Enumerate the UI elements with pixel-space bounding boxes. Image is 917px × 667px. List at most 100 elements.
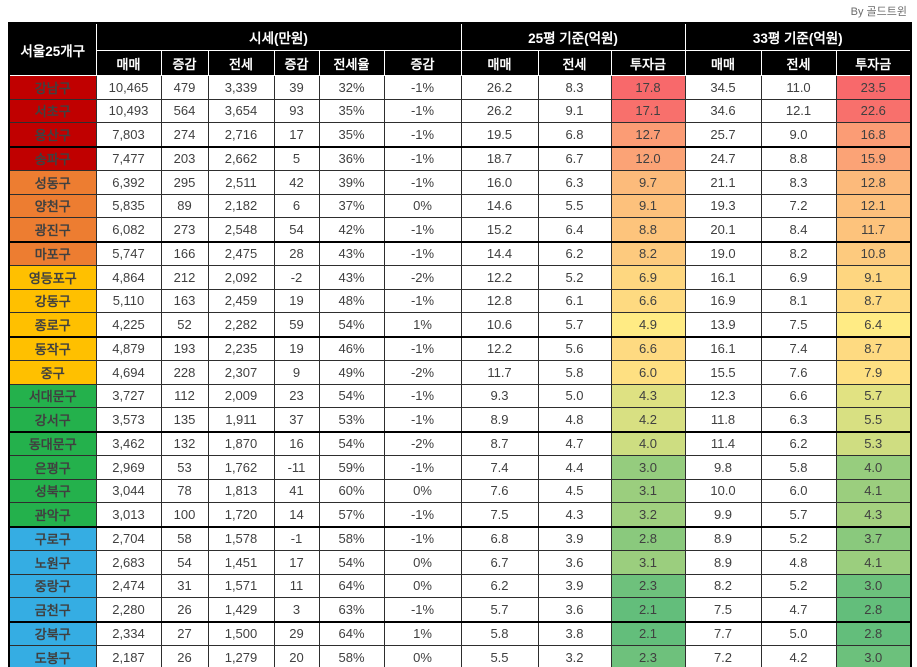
- p33-jeonse-cell: 5.7: [760, 502, 837, 528]
- p33-jeonse-cell: 9.0: [760, 122, 837, 148]
- p25-sale-cell: 12.2: [460, 265, 539, 290]
- p33-sale-cell: 13.9: [684, 312, 762, 338]
- p25-sale-cell: 7.5: [460, 502, 539, 528]
- p33-jeonse-cell: 6.6: [760, 383, 837, 408]
- p25-sale-cell: 6.7: [460, 550, 539, 575]
- p33-invest-cell: 2.8: [835, 621, 912, 646]
- table-row: 중랑구 2,474 31 1,571 11 64% 0% 6.2 3.9 2.3 8.2 5.2 3.0: [8, 573, 912, 598]
- p25-invest-cell: 6.9: [610, 265, 686, 290]
- jeonse-cell: 1,571: [207, 573, 275, 598]
- p33-sale-cell: 7.7: [684, 621, 762, 646]
- sale-change-cell: 163: [160, 288, 209, 313]
- p25-jeonse-cell: 5.8: [537, 360, 612, 385]
- sale-cell: 10,493: [95, 98, 162, 123]
- p25-invest-cell: 6.0: [610, 360, 686, 385]
- jeonse-change-cell: 14: [273, 502, 320, 528]
- jeonse-ratio-cell: 36%: [318, 146, 385, 171]
- ratio-change-cell: 0%: [383, 645, 462, 667]
- p33-jeonse-cell: 6.9: [760, 265, 837, 290]
- sale-cell: 2,187: [95, 645, 162, 667]
- ratio-change-cell: 1%: [383, 312, 462, 338]
- jeonse-ratio-cell: 43%: [318, 265, 385, 290]
- sale-cell: 2,969: [95, 455, 162, 480]
- p25-sale-cell: 18.7: [460, 146, 539, 171]
- p33-jeonse-cell: 4.7: [760, 597, 837, 623]
- p33-sale-cell: 24.7: [684, 146, 762, 171]
- p25-sale-cell: 6.8: [460, 526, 539, 551]
- p25-sale-cell: 14.6: [460, 193, 539, 218]
- sale-change-cell: 274: [160, 122, 209, 148]
- district-cell: 관악구: [8, 502, 97, 528]
- jeonse-ratio-cell: 48%: [318, 288, 385, 313]
- group-header-sise: 시세(만원): [95, 22, 462, 51]
- p25-invest-cell: 9.1: [610, 193, 686, 218]
- ratio-change-cell: -2%: [383, 431, 462, 456]
- p25-invest-cell: 12.0: [610, 146, 686, 171]
- table-row: 강남구 10,465 479 3,339 39 32% -1% 26.2 8.3 17.8 34.5…: [8, 75, 912, 100]
- district-cell: 마포구: [8, 241, 97, 266]
- jeonse-cell: 2,009: [207, 383, 275, 408]
- ratio-change-cell: -1%: [383, 526, 462, 551]
- jeonse-ratio-cell: 59%: [318, 455, 385, 480]
- table-row: 관악구 3,013 100 1,720 14 57% -1% 7.5 4.3 3.2 9.9 5.7 4…: [8, 502, 912, 528]
- table-row: 금천구 2,280 26 1,429 3 63% -1% 5.7 3.6 2.1 7.5 4.7 2.8: [8, 597, 912, 623]
- p33-invest-cell: 22.6: [835, 98, 912, 123]
- p33-jeonse-cell: 6.2: [760, 431, 837, 456]
- sale-cell: 5,110: [95, 288, 162, 313]
- p25-sale-cell: 12.2: [460, 336, 539, 361]
- jeonse-cell: 1,911: [207, 407, 275, 433]
- sale-cell: 3,013: [95, 502, 162, 528]
- p33-jeonse-cell: 6.0: [760, 478, 837, 503]
- p33-invest-cell: 12.1: [835, 193, 912, 218]
- p25-invest-cell: 2.3: [610, 645, 686, 667]
- sale-cell: 2,704: [95, 526, 162, 551]
- district-cell: 금천구: [8, 597, 97, 623]
- jeonse-cell: 1,578: [207, 526, 275, 551]
- p25-sale-cell: 19.5: [460, 122, 539, 148]
- p25-jeonse-cell: 5.0: [537, 383, 612, 408]
- district-cell: 동작구: [8, 336, 97, 361]
- p33-invest-cell: 3.0: [835, 645, 912, 667]
- group-header-25pyeong: 25평 기준(억원): [460, 22, 686, 51]
- p25-sale-cell: 7.4: [460, 455, 539, 480]
- district-cell: 중랑구: [8, 573, 97, 598]
- p33-invest-cell: 5.5: [835, 407, 912, 433]
- p33-invest-cell: 9.1: [835, 265, 912, 290]
- p33-invest-cell: 6.4: [835, 312, 912, 338]
- p33-sale-cell: 8.2: [684, 573, 762, 598]
- table-row: 영등포구 4,864 212 2,092 -2 43% -2% 12.2 5.2 6.9 16.1 6…: [8, 265, 912, 290]
- table-row: 중구 4,694 228 2,307 9 49% -2% 11.7 5.8 6.0 15.5 7.6 7…: [8, 360, 912, 385]
- sale-change-cell: 564: [160, 98, 209, 123]
- p33-invest-cell: 15.9: [835, 146, 912, 171]
- ratio-change-cell: -1%: [383, 336, 462, 361]
- table-row: 성북구 3,044 78 1,813 41 60% 0% 7.6 4.5 3.1 10.0 6.0 4.…: [8, 478, 912, 503]
- sale-change-cell: 166: [160, 241, 209, 266]
- sale-cell: 4,694: [95, 360, 162, 385]
- ratio-change-cell: -1%: [383, 597, 462, 623]
- district-cell: 서초구: [8, 98, 97, 123]
- p33-sale-cell: 19.0: [684, 241, 762, 266]
- ratio-change-cell: -1%: [383, 146, 462, 171]
- col-header-ratio-change: 증감: [383, 50, 462, 76]
- p25-jeonse-cell: 6.2: [537, 241, 612, 266]
- sale-cell: 5,835: [95, 193, 162, 218]
- sale-change-cell: 100: [160, 502, 209, 528]
- p25-sale-cell: 15.2: [460, 217, 539, 243]
- p33-jeonse-cell: 8.4: [760, 217, 837, 243]
- ratio-change-cell: -1%: [383, 288, 462, 313]
- p25-sale-cell: 8.7: [460, 431, 539, 456]
- p25-jeonse-cell: 3.6: [537, 597, 612, 623]
- table-body: 강남구 10,465 479 3,339 39 32% -1% 26.2 8.3 17.8 34.5…: [8, 75, 912, 667]
- ratio-change-cell: -1%: [383, 383, 462, 408]
- p33-jeonse-cell: 12.1: [760, 98, 837, 123]
- jeonse-ratio-cell: 32%: [318, 75, 385, 100]
- jeonse-ratio-cell: 53%: [318, 407, 385, 433]
- sub-header-row: 매매 증감 전세 증감 전세율 증감 매매 전세 투자금 매매 전세 투자금: [9, 50, 912, 76]
- table-row: 광진구 6,082 273 2,548 54 42% -1% 15.2 6.4 8.8 20.1 8.…: [8, 217, 912, 243]
- p25-sale-cell: 14.4: [460, 241, 539, 266]
- p25-invest-cell: 17.8: [610, 75, 686, 100]
- jeonse-change-cell: 59: [273, 312, 320, 338]
- p25-jeonse-cell: 6.8: [537, 122, 612, 148]
- col-header-p25-invest: 투자금: [610, 50, 686, 76]
- jeonse-ratio-cell: 49%: [318, 360, 385, 385]
